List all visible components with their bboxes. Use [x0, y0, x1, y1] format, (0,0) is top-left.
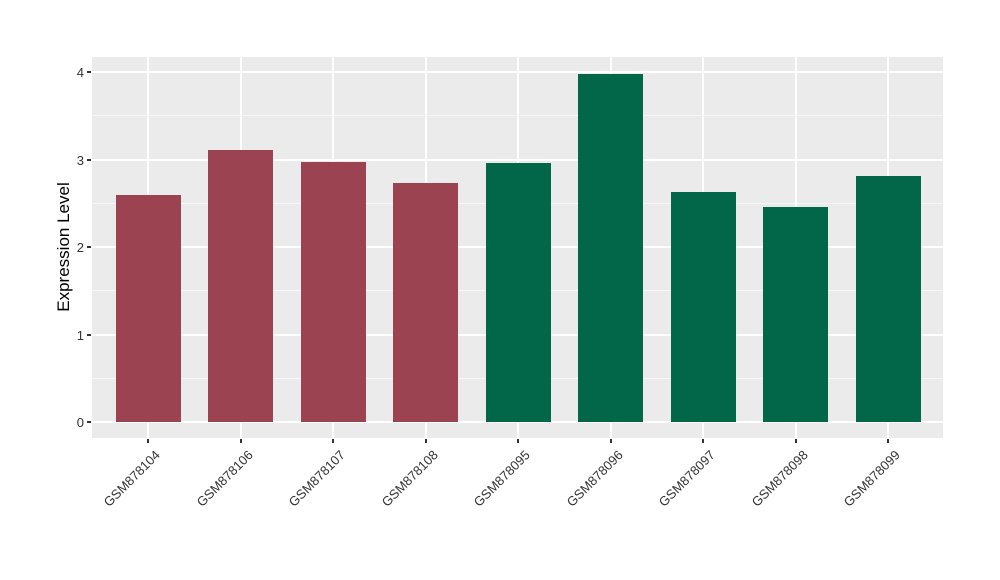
x-tick-label-GSM878097: GSM878097 [655, 447, 718, 510]
y-tick-label-2: 2 [76, 240, 84, 255]
bar-GSM878097 [670, 191, 736, 422]
x-tick-mark-GSM878098 [794, 439, 797, 443]
x-tick-label-GSM878098: GSM878098 [748, 447, 811, 510]
x-tick-label-GSM878107: GSM878107 [285, 447, 348, 510]
x-tick-label-GSM878104: GSM878104 [100, 447, 163, 510]
y-tick-mark-1 [87, 333, 91, 336]
x-tick-label-GSM878095: GSM878095 [470, 447, 533, 510]
x-tick-mark-GSM878099 [887, 439, 889, 443]
x-tick-mark-GSM878095 [517, 439, 519, 443]
bar-GSM878098 [763, 206, 828, 422]
y-tick-label-3: 3 [76, 152, 84, 168]
y-tick-label-1: 1 [76, 327, 84, 343]
x-tick-mark-GSM878097 [702, 439, 704, 443]
x-tick-mark-GSM878096 [609, 439, 612, 443]
x-tick-label-GSM878096: GSM878096 [563, 447, 626, 510]
bar-GSM878099 [855, 176, 921, 422]
bar-GSM878107 [300, 162, 366, 422]
x-tick-mark-GSM878104 [147, 439, 149, 443]
y-tick-label-0: 0 [76, 415, 84, 430]
y-tick-label-4: 4 [76, 65, 84, 80]
x-tick-mark-GSM878106 [239, 439, 242, 443]
bar-GSM878106 [208, 149, 273, 422]
plot-panel [92, 57, 943, 438]
y-tick-mark-0 [87, 421, 91, 423]
bar-GSM878096 [578, 73, 643, 422]
y-tick-mark-2 [87, 246, 91, 248]
y-tick-mark-3 [87, 158, 91, 161]
y-tick-mark-4 [87, 71, 91, 73]
x-tick-mark-GSM878107 [332, 439, 334, 443]
x-tick-label-GSM878099: GSM878099 [840, 447, 903, 510]
bar-GSM878095 [485, 163, 551, 422]
bar-GSM878104 [115, 194, 181, 422]
x-tick-mark-GSM878108 [424, 439, 427, 443]
x-tick-label-GSM878106: GSM878106 [193, 447, 256, 510]
x-tick-label-GSM878108: GSM878108 [378, 447, 441, 510]
bar-GSM878108 [393, 183, 458, 422]
